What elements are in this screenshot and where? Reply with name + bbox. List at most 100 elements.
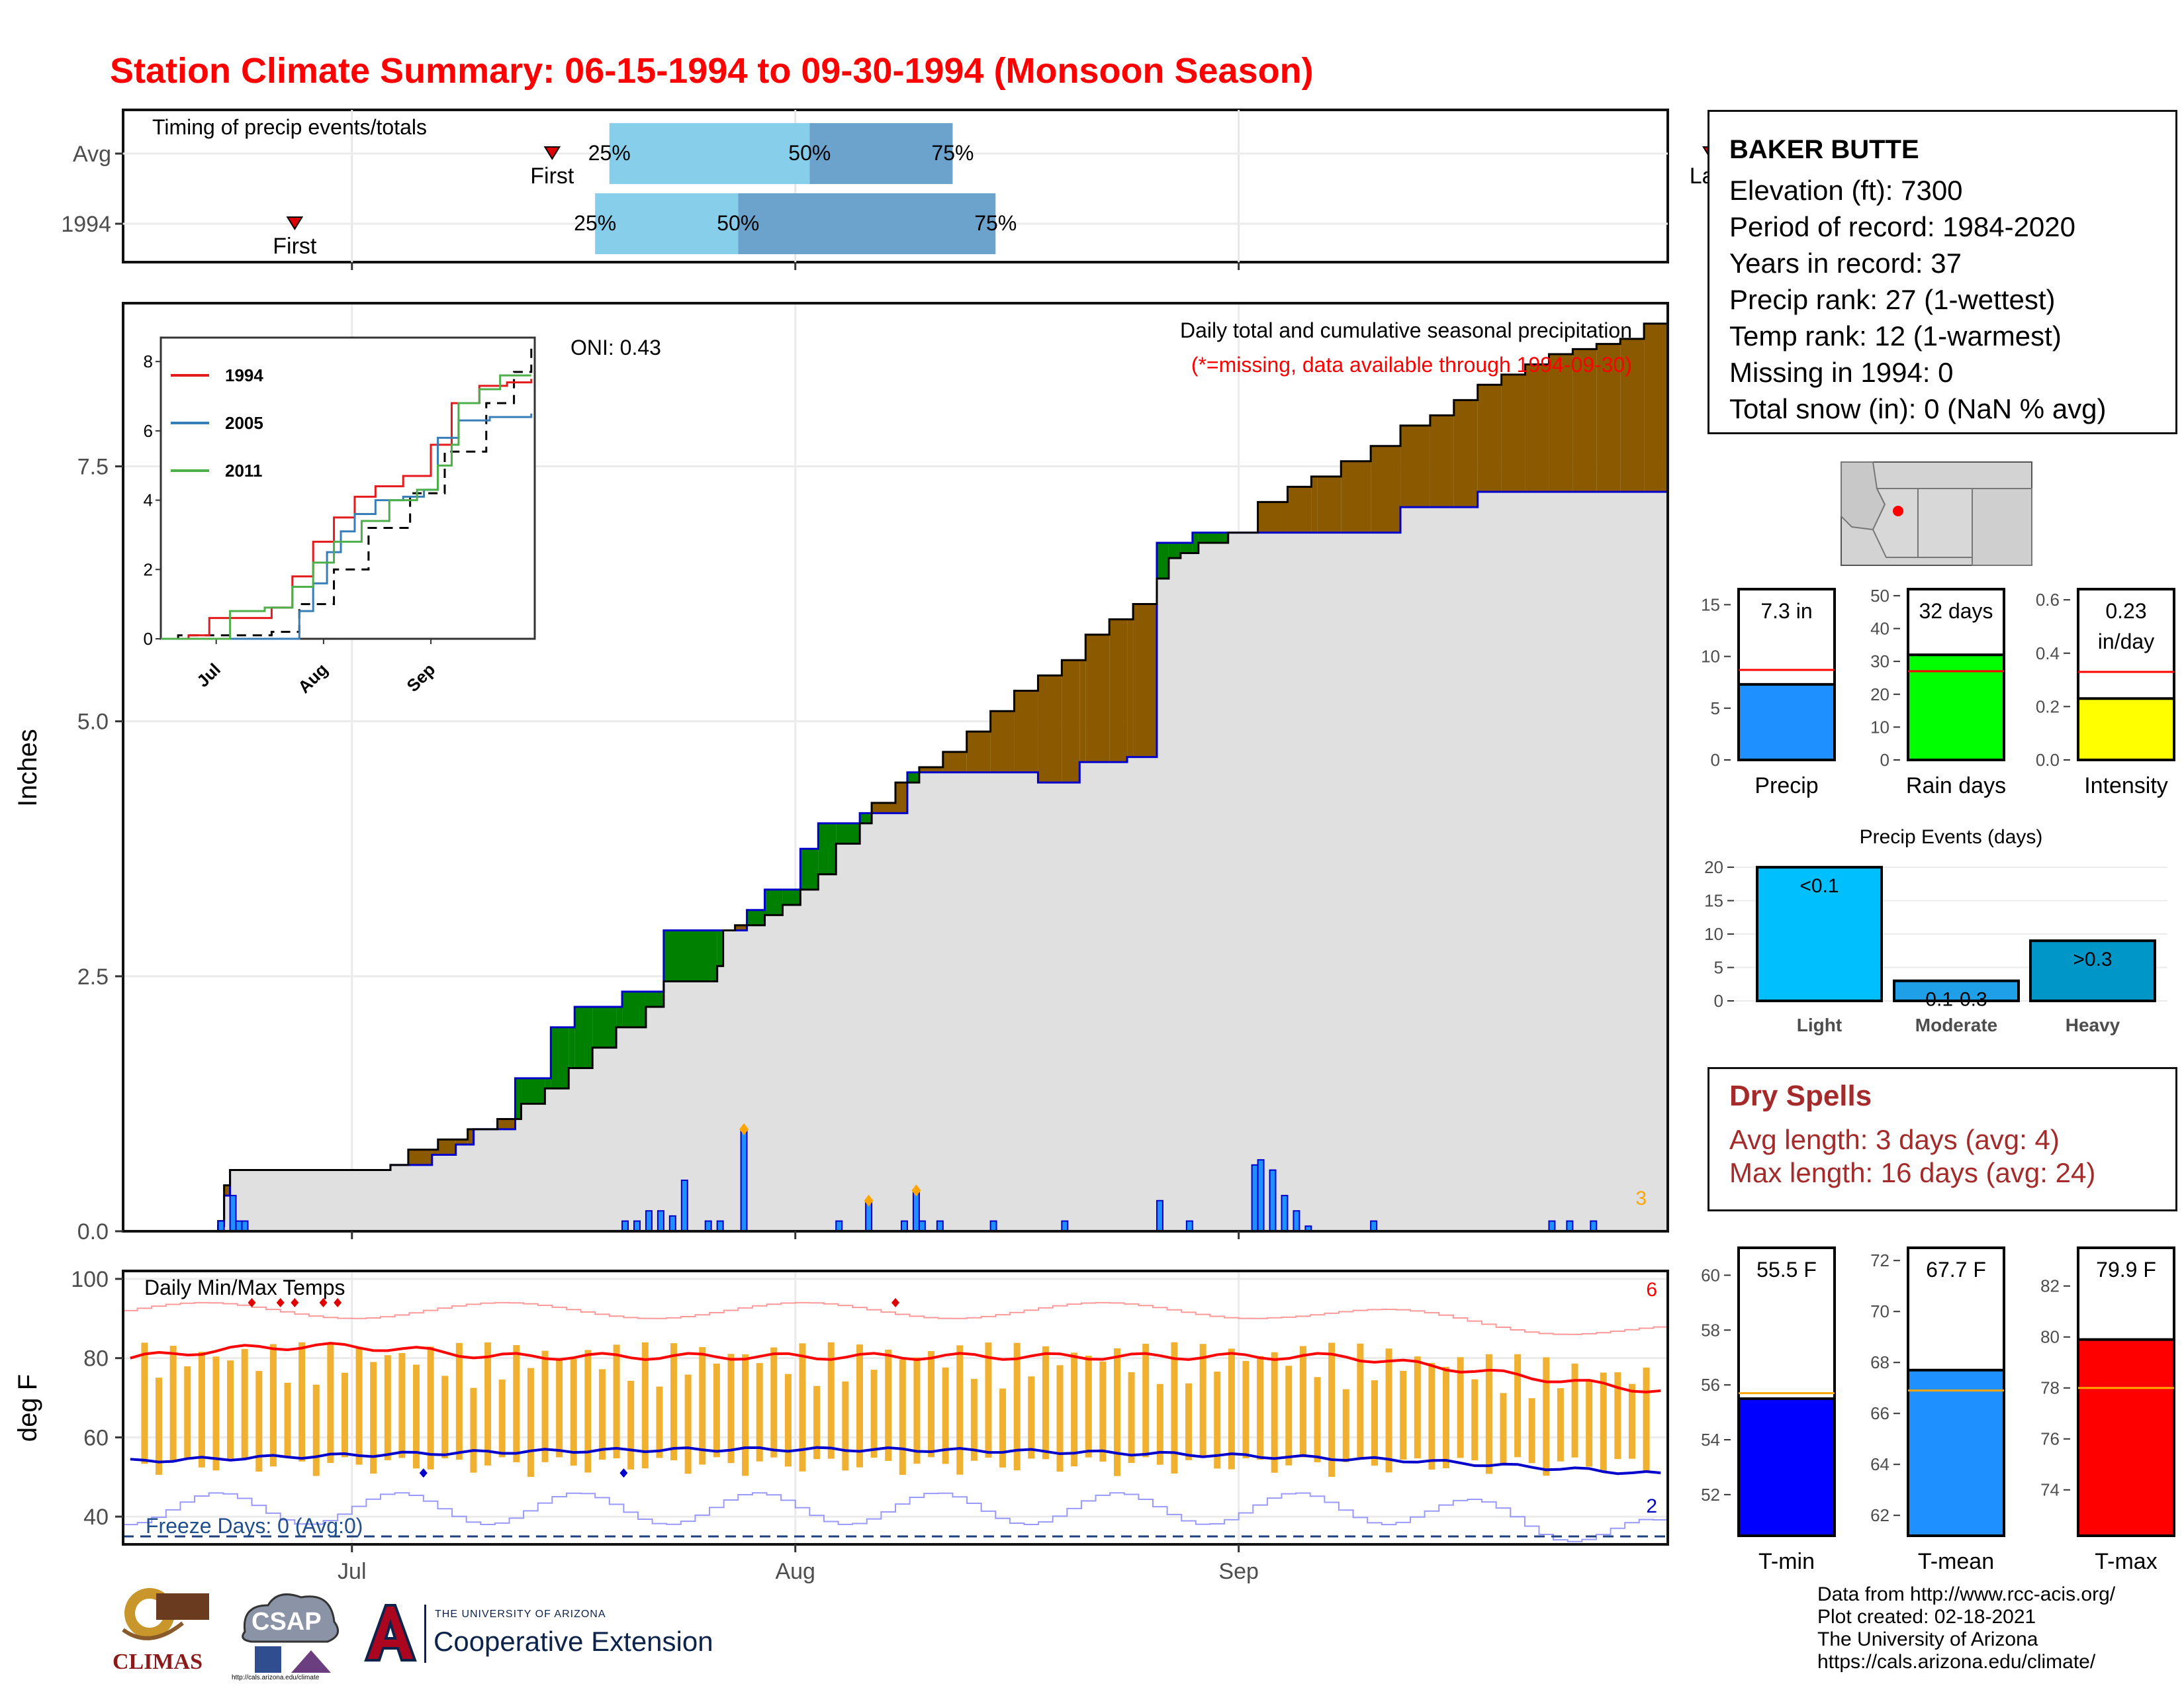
- tmean-summary-y-tick-label: 72: [1870, 1250, 1889, 1270]
- daily-temp-bar: [1056, 1365, 1064, 1472]
- daily-temp-bar: [1042, 1346, 1049, 1460]
- precip-events-y-tick-label: 5: [1714, 958, 1723, 978]
- daily-temp-bar: [928, 1351, 935, 1458]
- daily-precip-bar: [912, 1190, 920, 1233]
- tmin-summary-category-label: T-min: [1758, 1549, 1815, 1574]
- above-avg-fill: [1014, 690, 1038, 773]
- daily-precip-bar: [1293, 1210, 1300, 1232]
- inset-avg-line: [161, 344, 533, 640]
- daily-temp-bar: [1142, 1343, 1150, 1458]
- above-avg-fill: [1477, 385, 1502, 492]
- cumulative-1994-line: [123, 322, 1668, 1233]
- first-label: First: [530, 164, 574, 189]
- precip-summary-value-label: 7.3 in: [1760, 599, 1812, 623]
- daily-temp-bar: [398, 1353, 406, 1458]
- tmin-summary-value-label: 55.5 F: [1756, 1258, 1817, 1282]
- record-high-marker: [291, 1297, 299, 1307]
- timing-bar-25-50: [595, 193, 739, 254]
- above-avg-fill: [224, 1185, 230, 1196]
- daily-temp-bar: [1199, 1344, 1206, 1458]
- daily-temp-bar: [169, 1346, 177, 1461]
- above-avg-fill: [1079, 660, 1086, 763]
- daily-temp-bar: [541, 1350, 549, 1462]
- precip-events-bar: [2029, 939, 2156, 1002]
- daily-temp-bar: [1299, 1346, 1306, 1458]
- precip-summary-bar: [1737, 682, 1836, 761]
- daily-temp-bar: [1099, 1361, 1107, 1462]
- above-avg-fill: [1525, 364, 1549, 492]
- avg-area: [123, 492, 1668, 1231]
- temp-panel-title: Daily Min/Max Temps: [144, 1276, 345, 1299]
- above-avg-fill: [872, 802, 895, 814]
- daily-temp-bar: [1371, 1380, 1378, 1466]
- daily-precip-bar: [716, 1220, 724, 1232]
- daily-temp-bar: [1643, 1368, 1650, 1471]
- daily-temp-bar: [212, 1356, 220, 1471]
- daily-temp-bar: [1314, 1377, 1321, 1463]
- above-avg-fill: [966, 731, 991, 773]
- intensity-summary-y-tick-label: 0.4: [2036, 643, 2060, 663]
- temp-y-tick-label: 80: [83, 1346, 109, 1372]
- record-high-marker: [319, 1297, 328, 1307]
- daily-temp-bar: [627, 1380, 635, 1470]
- tmin-summary-bar: [1737, 1397, 1836, 1538]
- station-line: Years in record: 37: [1729, 248, 1962, 279]
- record-marker: [911, 1184, 921, 1197]
- below-avg-fill: [645, 991, 664, 1008]
- daily-temp-bar: [1485, 1354, 1492, 1474]
- daily-precip-bar: [645, 1210, 653, 1232]
- raindays-summary-y-tick-label: 0: [1880, 750, 1889, 770]
- above-avg-fill: [1127, 619, 1134, 757]
- x-tick-label: Aug: [775, 1559, 815, 1584]
- daily-precip-bar: [235, 1220, 243, 1232]
- daily-precip-bar: [1257, 1159, 1265, 1232]
- daily-temp-bar: [913, 1357, 921, 1464]
- daily-temp-bar: [1443, 1366, 1450, 1469]
- credit-line: Data from http://www.rcc-acis.org/: [1817, 1583, 2116, 1605]
- tmin-summary-y-tick-label: 52: [1701, 1485, 1720, 1505]
- above-avg-fill: [455, 1139, 468, 1145]
- inset-legend-label: 2011: [225, 461, 262, 481]
- daily-temp-bar: [641, 1342, 649, 1469]
- daily-precip-bar: [1156, 1199, 1163, 1233]
- above-avg-fill: [1085, 634, 1110, 763]
- daily-precip-bar: [668, 1215, 676, 1233]
- daily-temp-bar: [1171, 1342, 1178, 1474]
- station-line: Temp rank: 12 (1-warmest): [1729, 320, 2062, 352]
- daily-temp-bar: [970, 1379, 978, 1461]
- precip-events-category-label: Moderate: [1915, 1015, 1997, 1035]
- daily-precip-bar: [680, 1179, 688, 1233]
- daily-precip-bar: [1269, 1169, 1277, 1232]
- daily-temp-bar: [441, 1376, 449, 1458]
- daily-temp-bar: [1328, 1342, 1336, 1477]
- climas-label: CLIMAS: [113, 1650, 203, 1674]
- raindays-summary-y-tick-label: 50: [1870, 586, 1889, 606]
- below-avg-fill: [515, 1078, 522, 1119]
- daily-temp-bar: [842, 1381, 849, 1471]
- tmax-summary-y-tick-label: 80: [2040, 1327, 2060, 1347]
- timing-p25-label: 25%: [574, 211, 616, 235]
- timing-p50-label: 50%: [717, 211, 759, 235]
- station-line: Period of record: 1984-2020: [1729, 211, 2076, 242]
- csap-logo: CSAP http://cals.arizona.edu/climate: [232, 1585, 351, 1685]
- daily-temp-bar: [513, 1345, 520, 1462]
- tmin-summary-y-tick-label: 54: [1701, 1430, 1720, 1450]
- record-high-count: 6: [1646, 1279, 1657, 1301]
- inset-y-tick-label: 4: [144, 491, 153, 510]
- daily-temp-bar: [899, 1359, 906, 1476]
- record-high-line: [123, 1301, 1668, 1335]
- inset-y-tick-label: 2: [144, 559, 153, 579]
- precip-summary-y-tick-label: 10: [1701, 647, 1720, 667]
- above-avg-fill: [1257, 502, 1288, 533]
- daily-temp-bar: [298, 1342, 306, 1462]
- daily-precip-bar: [900, 1220, 908, 1232]
- above-avg-fill: [1596, 344, 1621, 492]
- precip-events-title: Precip Events (days): [1860, 826, 2043, 848]
- tmean-summary-y-tick-label: 68: [1870, 1352, 1889, 1372]
- tmean-summary-value-label: 67.7 F: [1926, 1258, 1986, 1282]
- station-line: Missing in 1994: 0: [1729, 357, 1954, 388]
- daily-precip-bar: [1185, 1220, 1193, 1232]
- dry-spells-max: Max length: 16 days (avg: 24): [1729, 1157, 2096, 1188]
- daily-temp-bar: [341, 1372, 348, 1458]
- main-y-tick-label: 0.0: [77, 1219, 109, 1244]
